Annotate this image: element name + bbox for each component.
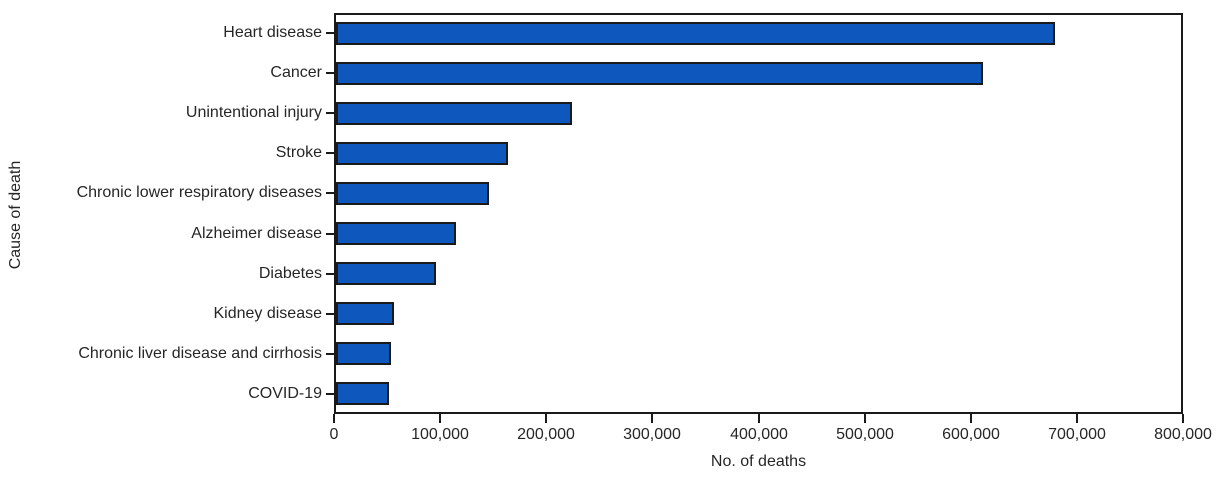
y-tick-label: Chronic liver disease and cirrhosis [78,345,322,362]
x-tick [758,414,760,423]
bar [336,342,391,365]
y-tick [326,353,334,355]
x-tick-label: 700,000 [1048,426,1106,443]
y-tick-label: Stroke [275,144,322,161]
bar [336,302,394,325]
x-tick [545,414,547,423]
y-tick-label: Kidney disease [213,305,322,322]
y-tick [326,152,334,154]
plot-area [334,13,1183,414]
y-tick-label: Alzheimer disease [191,225,322,242]
y-tick [326,72,334,74]
x-tick-label: 400,000 [730,426,788,443]
y-tick-label: Heart disease [223,24,322,41]
y-tick-label: Chronic lower respiratory diseases [76,184,322,201]
y-tick-label: COVID-19 [248,385,322,402]
x-tick [970,414,972,423]
bar [336,142,508,165]
y-tick-label: Diabetes [258,265,322,282]
y-tick [326,233,334,235]
x-tick-label: 100,000 [411,426,469,443]
x-tick-label: 500,000 [836,426,894,443]
bar [336,222,456,245]
x-tick-label: 0 [329,426,339,443]
x-tick-label: 600,000 [942,426,1000,443]
y-tick [326,273,334,275]
bar [336,62,983,85]
x-tick [439,414,441,423]
x-tick [864,414,866,423]
x-tick [1076,414,1078,423]
x-tick-label: 200,000 [517,426,575,443]
bar [336,262,436,285]
bar [336,382,389,405]
y-tick [326,192,334,194]
y-tick [326,313,334,315]
x-tick-label: 300,000 [623,426,681,443]
bar [336,102,572,125]
y-tick [326,393,334,395]
x-tick [651,414,653,423]
y-tick [326,32,334,34]
y-tick [326,112,334,114]
x-tick [333,414,335,423]
x-tick-label: 800,000 [1154,426,1212,443]
y-tick-label: Unintentional injury [185,104,322,121]
bar [336,22,1055,45]
bar [336,182,489,205]
x-axis-title: No. of deaths [710,453,807,470]
x-tick [1182,414,1184,423]
y-tick-label: Cancer [270,64,322,81]
